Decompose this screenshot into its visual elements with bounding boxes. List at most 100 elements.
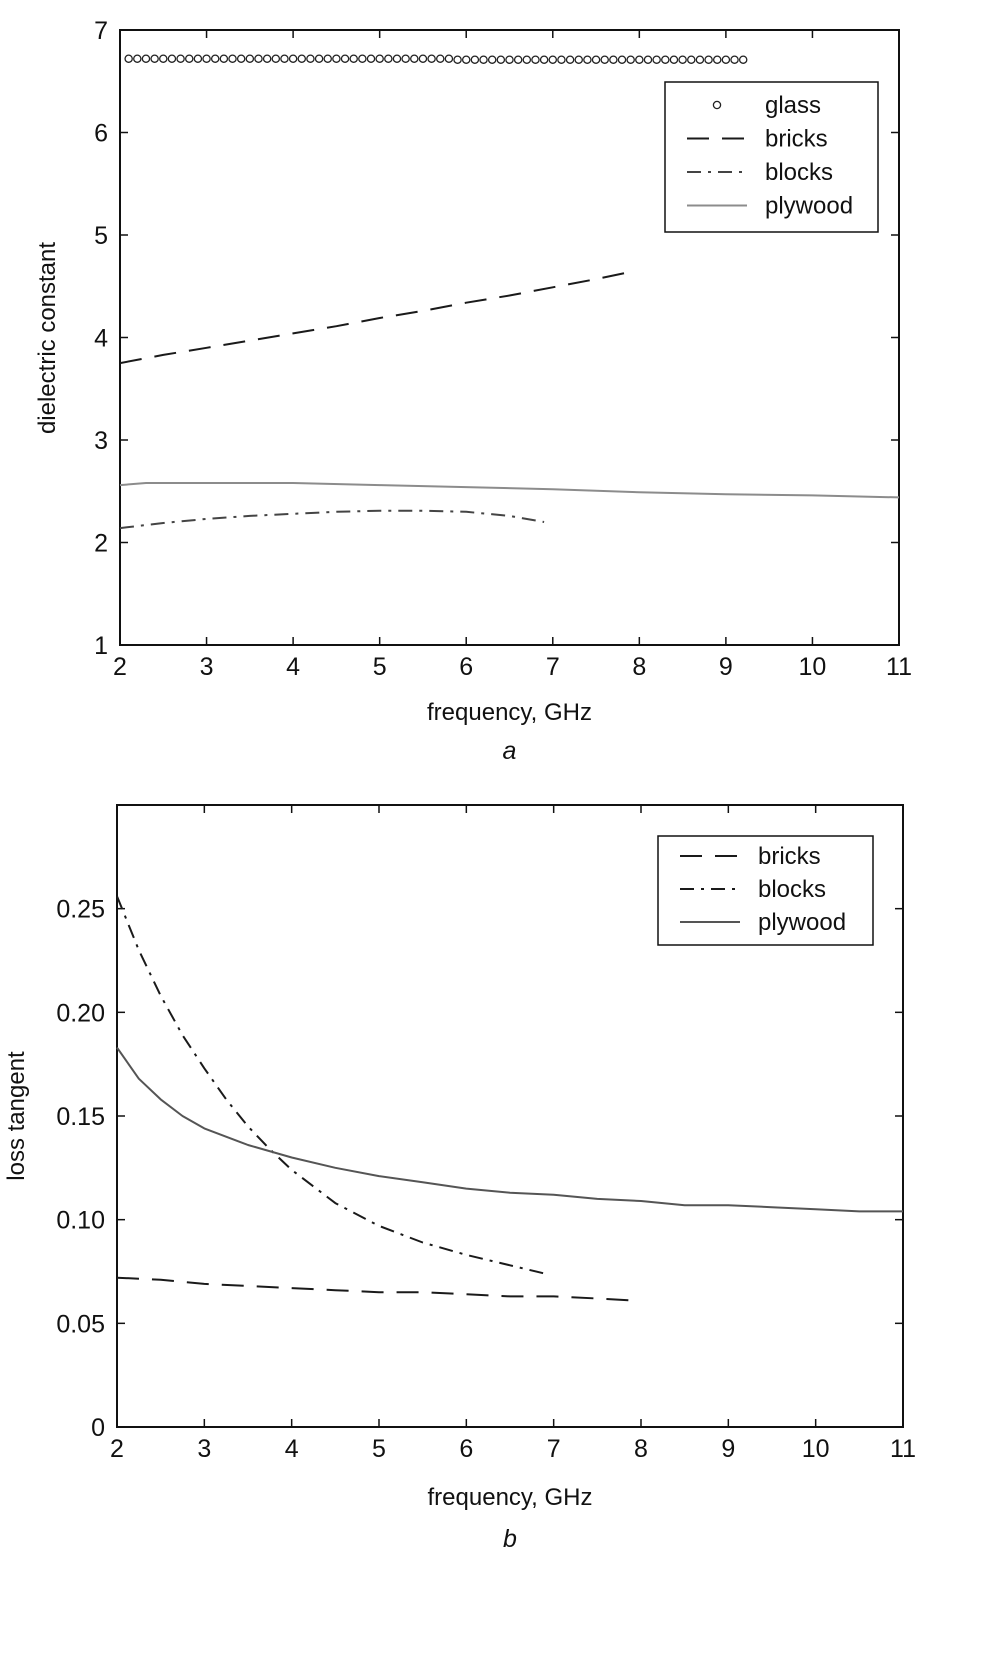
data-point-glass — [280, 54, 289, 63]
x-tick-label: 4 — [286, 653, 300, 681]
x-axis-label: frequency, GHz — [427, 699, 592, 726]
data-point-glass — [453, 55, 462, 64]
legend-label-bricks: bricks — [758, 843, 821, 870]
data-point-glass — [730, 55, 739, 64]
data-point-glass — [245, 54, 255, 63]
data-point-glass — [366, 54, 376, 63]
data-point-glass — [704, 55, 713, 64]
x-tick-label: 6 — [459, 653, 473, 681]
data-point-glass — [340, 54, 350, 63]
data-point-glass — [210, 54, 220, 63]
data-point-glass — [323, 54, 332, 63]
x-tick-label: 10 — [799, 653, 827, 681]
data-point-glass — [539, 55, 549, 64]
x-tick-label: 9 — [721, 1435, 735, 1463]
data-point-glass — [695, 55, 705, 64]
series-line-bricks — [116, 1276, 633, 1302]
data-point-glass — [133, 54, 142, 63]
data-point-glass — [738, 55, 748, 64]
data-point-glass — [565, 55, 575, 64]
x-tick-label: 3 — [197, 1435, 211, 1463]
series-line-blocks — [116, 895, 546, 1275]
y-tick-label: 0.15 — [56, 1103, 105, 1131]
data-point-glass — [669, 55, 679, 64]
data-point-glass — [574, 55, 583, 64]
y-axis-label: dielectric constant — [34, 242, 61, 434]
x-axis-label: frequency, GHz — [428, 1484, 593, 1511]
y-tick-label: 4 — [94, 325, 108, 353]
data-point-glass — [358, 54, 367, 63]
data-point-glass — [626, 55, 635, 64]
data-point-glass — [591, 55, 601, 64]
y-tick-label: 0.20 — [56, 999, 105, 1027]
x-tick-label: 2 — [113, 653, 127, 681]
data-point-glass — [427, 54, 436, 63]
data-point-glass — [401, 54, 410, 63]
data-point-glass — [392, 54, 402, 63]
data-point-glass — [150, 54, 159, 63]
legend-label-bricks: bricks — [765, 126, 828, 153]
y-tick-label: 1 — [94, 632, 108, 660]
legend-label-blocks: blocks — [758, 876, 826, 903]
data-point-glass — [479, 55, 488, 64]
x-tick-label: 7 — [547, 1435, 561, 1463]
data-point-glass — [643, 55, 653, 64]
y-tick-label: 0 — [91, 1414, 105, 1442]
data-point-glass — [228, 54, 237, 63]
data-point-glass — [721, 55, 731, 64]
data-point-glass — [193, 54, 203, 63]
data-point-glass — [124, 54, 133, 63]
y-tick-label: 3 — [94, 427, 108, 455]
legend-swatch-glass — [712, 100, 722, 110]
data-point-glass — [219, 54, 229, 63]
data-point-glass — [314, 54, 324, 63]
data-point-glass — [436, 54, 445, 63]
x-tick-label: 2 — [110, 1435, 124, 1463]
series-line-bricks — [119, 270, 631, 365]
data-point-glass — [384, 54, 393, 63]
x-tick-label: 7 — [546, 653, 560, 681]
data-point-glass — [617, 55, 627, 64]
legend-box — [657, 835, 874, 946]
data-point-glass — [202, 54, 211, 63]
x-tick-label: 8 — [634, 1435, 648, 1463]
data-point-glass — [141, 54, 151, 63]
data-point-glass — [444, 54, 454, 63]
data-point-glass — [487, 55, 497, 64]
x-tick-label: 3 — [200, 653, 214, 681]
data-point-glass — [687, 55, 696, 64]
data-point-glass — [635, 55, 644, 64]
y-tick-label: 7 — [94, 17, 108, 45]
data-point-glass — [661, 55, 670, 64]
x-tick-label: 5 — [373, 653, 387, 681]
data-point-glass — [496, 55, 506, 64]
data-point-glass — [271, 54, 281, 63]
data-point-glass — [583, 55, 592, 64]
data-point-glass — [410, 54, 419, 63]
data-point-glass — [262, 54, 272, 63]
data-point-glass — [288, 54, 298, 63]
series-line-plywood — [116, 1047, 903, 1213]
x-tick-label: 9 — [719, 653, 733, 681]
y-tick-label: 2 — [94, 530, 108, 558]
data-point-glass — [306, 54, 315, 63]
x-tick-label: 10 — [802, 1435, 830, 1463]
legend-label-plywood: plywood — [765, 193, 853, 220]
data-point-glass — [557, 55, 566, 64]
y-tick-label: 6 — [94, 120, 108, 148]
data-point-glass — [531, 55, 540, 64]
data-point-glass — [236, 54, 246, 63]
data-point-glass — [522, 55, 532, 64]
x-tick-label: 11 — [886, 653, 912, 681]
x-tick-label: 8 — [632, 653, 646, 681]
x-tick-label: 11 — [890, 1435, 916, 1463]
data-point-glass — [461, 55, 471, 64]
x-tick-label: 5 — [372, 1435, 386, 1463]
data-point-glass — [513, 55, 523, 64]
data-point-glass — [678, 55, 687, 64]
data-point-glass — [505, 55, 514, 64]
legend-label-blocks: blocks — [765, 159, 833, 186]
data-point-glass — [548, 55, 558, 64]
